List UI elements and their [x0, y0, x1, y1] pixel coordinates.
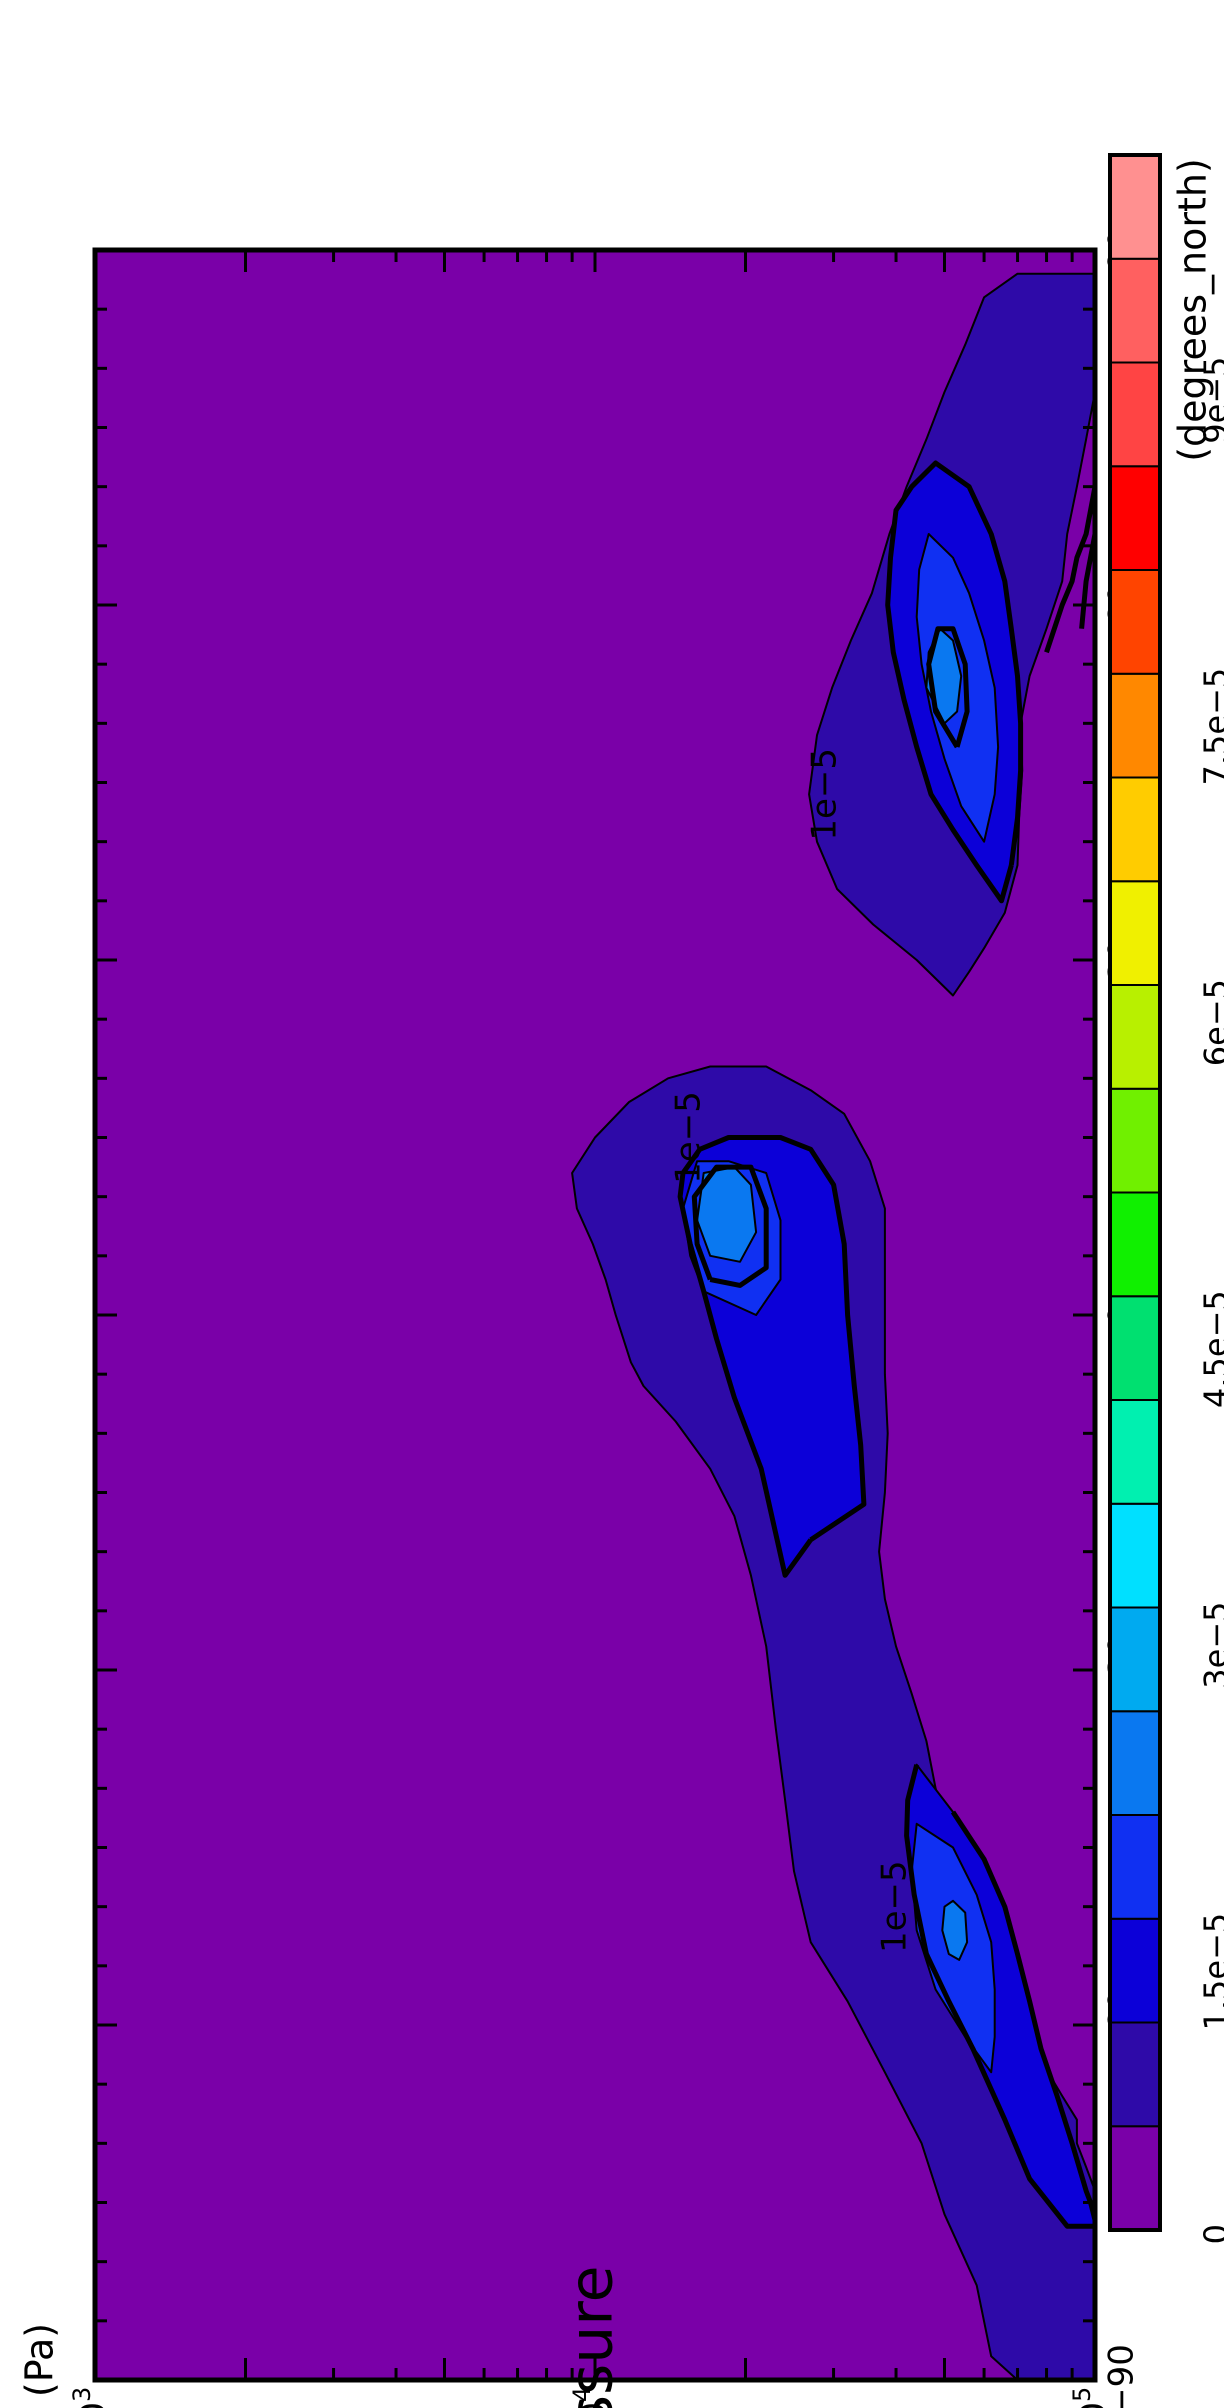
y-tick-exponent: 5	[1068, 2387, 1096, 2402]
colorbar-cell	[1109, 257, 1161, 364]
colorbar-label: 7.5e−5	[1197, 668, 1224, 786]
colorbar-label: 6e−5	[1197, 979, 1224, 1066]
contour-labels: 1e−5 1e−5 1e−5	[669, 748, 915, 1953]
colorbar-cell	[1109, 2021, 1161, 2128]
colorbar-cell	[1109, 361, 1161, 468]
contour-label: 1e−5	[805, 748, 845, 841]
contour-label: 1e−5	[669, 1091, 709, 1184]
colorbar-cell	[1109, 1191, 1161, 1298]
colorbar-cell	[1109, 672, 1161, 779]
contour-line	[1044, 486, 1095, 654]
colorbar-cell	[1109, 1710, 1161, 1816]
y-tick-exponent: 3	[68, 2387, 96, 2402]
colorbar-frame	[1108, 153, 1162, 2232]
contour-line	[691, 1164, 769, 1288]
colorbar-cell	[1109, 1814, 1161, 1920]
colorbar-cell	[1109, 984, 1161, 1090]
y-axis-unit: (Pa)	[18, 2323, 62, 2397]
y-tick-label: 103	[68, 2387, 114, 2408]
y-tick-label: 2	[224, 2405, 264, 2408]
y-tick-label: 2	[724, 2405, 764, 2408]
colorbar: 0 1.5e−5 3e−5 4.5e−5 6e−5 7.5e−5 9e−5	[1108, 153, 1224, 2245]
contour-line	[926, 626, 970, 749]
colorbar-cell	[1109, 1295, 1161, 1401]
colorbar-label: 9e−5	[1197, 357, 1224, 444]
colorbar-label: 0	[1197, 2224, 1224, 2244]
colorbar-cell	[1109, 154, 1161, 260]
colorbar-cell	[1109, 1087, 1161, 1194]
contour-line	[885, 460, 1024, 904]
contour-label: 1e−5	[875, 1860, 915, 1953]
colorbar-cell	[1109, 1399, 1161, 1505]
contour-fills	[571, 272, 1095, 2380]
colorbar-label: 4.5e−5	[1197, 1290, 1224, 1408]
x-axis-title: (degrees_north)	[1171, 158, 1215, 462]
colorbar-labels: 0 1.5e−5 3e−5 4.5e−5 6e−5 7.5e−5 9e−5	[1197, 357, 1224, 2245]
colorbar-cells	[1109, 154, 1161, 2231]
contour-region	[941, 1899, 969, 1961]
colorbar-cell	[1109, 465, 1161, 571]
contour-line	[950, 1810, 1095, 2216]
colorbar-cell	[1109, 1917, 1161, 2024]
colorbar-cell	[1109, 880, 1161, 986]
contour-line	[1079, 533, 1095, 629]
colorbar-cell	[1109, 2125, 1161, 2231]
contour-line	[677, 1135, 867, 1578]
axis-ticks	[93, 248, 1097, 2382]
colorbar-label: 1.5e−5	[1197, 1913, 1224, 2031]
colorbar-cell	[1109, 776, 1161, 883]
colorbar-cell	[1109, 1606, 1161, 1713]
contour-lines	[677, 460, 1095, 2229]
colorbar-cell	[1109, 569, 1161, 675]
colorbar-label: 3e−5	[1197, 1602, 1224, 1689]
y-axis-title: pressure	[557, 2265, 627, 2408]
colorbar-cell	[1109, 1502, 1161, 1609]
y-tick-label: 5	[923, 2405, 963, 2408]
x-tick-label: −90	[1102, 2344, 1142, 2408]
contour-line	[904, 1764, 1095, 2229]
y-tick-label: 5	[423, 2405, 463, 2408]
contour-region	[696, 1166, 758, 1263]
y-tick-exponent: 4	[568, 2387, 596, 2402]
plot-area: 1e−5 1e−5 1e−5	[92, 247, 1098, 2383]
